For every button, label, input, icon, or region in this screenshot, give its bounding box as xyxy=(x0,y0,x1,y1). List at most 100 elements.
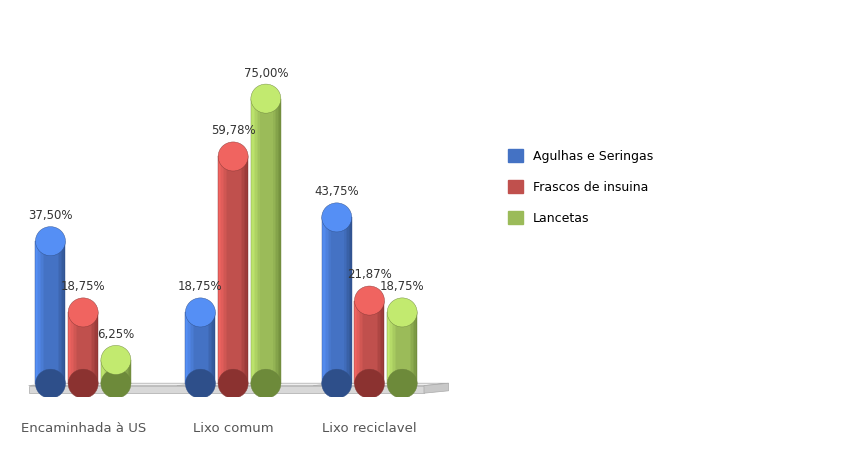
Polygon shape xyxy=(360,301,362,384)
Polygon shape xyxy=(242,157,244,384)
Polygon shape xyxy=(127,360,128,384)
Polygon shape xyxy=(272,99,273,384)
Polygon shape xyxy=(266,99,268,384)
Ellipse shape xyxy=(251,369,281,398)
Polygon shape xyxy=(29,383,448,386)
Polygon shape xyxy=(102,360,104,384)
Ellipse shape xyxy=(35,369,66,398)
Polygon shape xyxy=(414,312,416,384)
Polygon shape xyxy=(110,360,111,384)
Polygon shape xyxy=(43,241,45,384)
Polygon shape xyxy=(51,241,52,384)
Text: 6,25%: 6,25% xyxy=(97,328,134,341)
Polygon shape xyxy=(231,157,233,384)
Polygon shape xyxy=(73,312,74,384)
Polygon shape xyxy=(347,217,349,384)
Polygon shape xyxy=(341,217,343,384)
Polygon shape xyxy=(279,99,281,384)
Polygon shape xyxy=(88,312,89,384)
Ellipse shape xyxy=(218,142,248,171)
Ellipse shape xyxy=(354,369,385,398)
Ellipse shape xyxy=(186,298,215,327)
Polygon shape xyxy=(408,312,409,384)
Polygon shape xyxy=(219,157,221,384)
Legend: Agulhas e Seringas, Frascos de insuina, Lancetas: Agulhas e Seringas, Frascos de insuina, … xyxy=(503,144,658,230)
Ellipse shape xyxy=(68,369,98,398)
Polygon shape xyxy=(392,312,393,384)
Text: 75,00%: 75,00% xyxy=(244,67,288,80)
Polygon shape xyxy=(377,301,378,384)
Polygon shape xyxy=(200,312,202,384)
Polygon shape xyxy=(46,241,47,384)
Polygon shape xyxy=(362,301,364,384)
Polygon shape xyxy=(383,301,385,384)
Polygon shape xyxy=(349,217,350,384)
Text: 21,87%: 21,87% xyxy=(347,269,392,281)
Polygon shape xyxy=(71,312,73,384)
Polygon shape xyxy=(407,312,408,384)
Polygon shape xyxy=(333,217,335,384)
Polygon shape xyxy=(258,99,260,384)
Polygon shape xyxy=(343,217,344,384)
Polygon shape xyxy=(122,360,123,384)
Polygon shape xyxy=(207,312,208,384)
Polygon shape xyxy=(260,99,262,384)
Polygon shape xyxy=(70,312,71,384)
Polygon shape xyxy=(78,312,80,384)
Polygon shape xyxy=(108,360,110,384)
Polygon shape xyxy=(244,157,245,384)
Polygon shape xyxy=(346,217,347,384)
Text: 59,78%: 59,78% xyxy=(211,124,256,137)
Polygon shape xyxy=(378,301,380,384)
Ellipse shape xyxy=(387,298,417,327)
Polygon shape xyxy=(387,312,389,384)
Polygon shape xyxy=(374,301,376,384)
Polygon shape xyxy=(381,301,383,384)
Polygon shape xyxy=(89,312,90,384)
Ellipse shape xyxy=(35,227,66,256)
Ellipse shape xyxy=(322,369,352,398)
Polygon shape xyxy=(188,312,190,384)
Polygon shape xyxy=(125,360,127,384)
Polygon shape xyxy=(401,312,403,384)
Polygon shape xyxy=(101,360,102,384)
Polygon shape xyxy=(323,217,325,384)
Polygon shape xyxy=(223,157,225,384)
Polygon shape xyxy=(77,312,78,384)
Polygon shape xyxy=(90,312,92,384)
Polygon shape xyxy=(29,386,424,393)
Polygon shape xyxy=(393,312,395,384)
Text: 18,75%: 18,75% xyxy=(61,280,106,293)
Polygon shape xyxy=(278,99,279,384)
Polygon shape xyxy=(116,360,117,384)
Polygon shape xyxy=(269,99,270,384)
Polygon shape xyxy=(40,241,41,384)
Polygon shape xyxy=(194,312,196,384)
Polygon shape xyxy=(354,301,356,384)
Ellipse shape xyxy=(354,286,385,315)
Polygon shape xyxy=(213,312,214,384)
Polygon shape xyxy=(239,157,241,384)
Polygon shape xyxy=(370,301,371,384)
Polygon shape xyxy=(84,312,86,384)
Polygon shape xyxy=(241,157,242,384)
Polygon shape xyxy=(35,241,37,384)
Polygon shape xyxy=(350,217,352,384)
Polygon shape xyxy=(322,217,323,384)
Polygon shape xyxy=(235,157,236,384)
Polygon shape xyxy=(254,99,256,384)
Polygon shape xyxy=(389,312,390,384)
Polygon shape xyxy=(416,312,417,384)
Polygon shape xyxy=(199,312,200,384)
Ellipse shape xyxy=(101,369,131,398)
Polygon shape xyxy=(246,157,248,384)
Polygon shape xyxy=(59,241,61,384)
Polygon shape xyxy=(268,99,269,384)
Polygon shape xyxy=(221,157,223,384)
Polygon shape xyxy=(405,312,407,384)
Polygon shape xyxy=(403,312,405,384)
Polygon shape xyxy=(106,360,107,384)
Polygon shape xyxy=(86,312,88,384)
Polygon shape xyxy=(95,312,97,384)
Polygon shape xyxy=(80,312,82,384)
